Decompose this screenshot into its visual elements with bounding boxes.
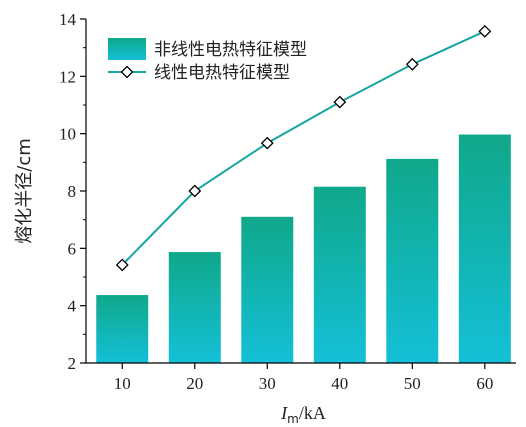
x-tick-label: 50 (404, 374, 421, 393)
marker-60 (478, 24, 492, 38)
x-tick-label: 20 (186, 374, 203, 393)
bar-10 (96, 295, 149, 363)
y-tick-label: 14 (59, 10, 77, 29)
marker-20 (188, 184, 202, 198)
marker-40 (333, 95, 347, 109)
y-tick-label: 6 (68, 239, 77, 258)
y-tick-label: 2 (68, 354, 77, 373)
x-tick-label: 30 (259, 374, 276, 393)
plot-area (96, 24, 511, 363)
marker-30 (260, 136, 274, 150)
y-tick-label: 10 (59, 125, 76, 144)
y-tick-label: 8 (68, 182, 77, 201)
legend-bar-swatch (108, 38, 146, 60)
bar-50 (386, 158, 439, 363)
marker-10 (115, 258, 129, 272)
bar-20 (168, 252, 221, 363)
axis-labels: Im/kA 熔化半径/cm (14, 138, 326, 426)
marker-50 (405, 57, 419, 71)
x-tick-label: 60 (476, 374, 493, 393)
axes: 2 4 6 8 10 12 14 10 20 30 40 50 60 (59, 10, 516, 393)
bar-60 (458, 134, 511, 363)
y-tick-label: 12 (59, 67, 76, 86)
legend-bar-label: 非线性电热特征模型 (154, 40, 307, 60)
y-tick-label: 4 (68, 297, 77, 316)
bar-30 (241, 216, 294, 363)
x-tick-label: 40 (331, 374, 348, 393)
legend-line-label: 线性电热特征模型 (154, 63, 290, 83)
y-axis-title: 熔化半径/cm (14, 138, 35, 244)
legend-marker (120, 65, 134, 79)
line-series (121, 30, 486, 266)
x-axis-title: Im/kA (280, 403, 326, 426)
x-tick-label: 10 (114, 374, 131, 393)
bar-40 (313, 186, 366, 363)
